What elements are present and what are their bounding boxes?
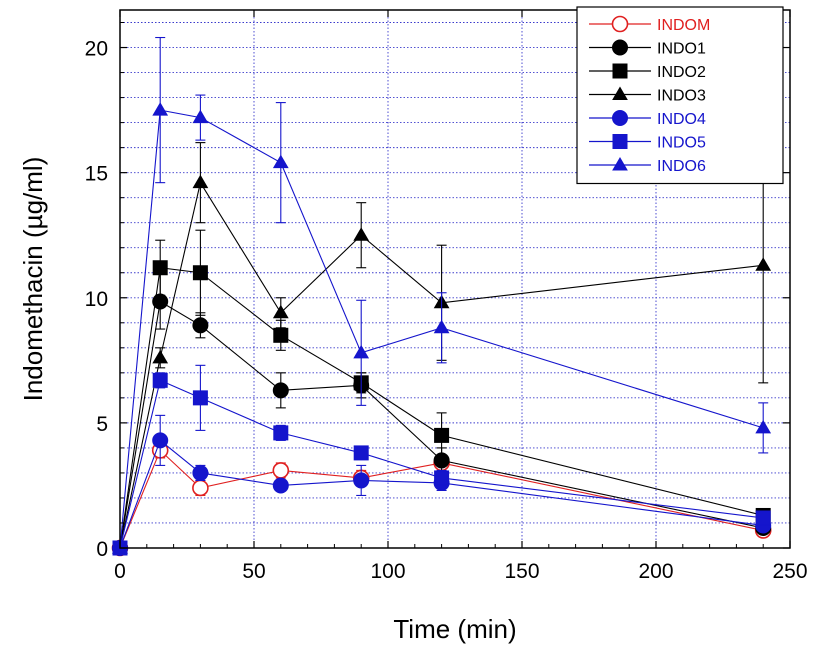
data-point-indo5 [434,470,450,486]
x-tick-label: 100 [370,560,405,583]
data-point-indo1 [192,317,209,334]
y-tick-label: 5 [96,413,108,436]
plot-frame [119,9,791,549]
series-indo6 [112,36,772,554]
legend-marker-indo5 [612,134,628,149]
data-point-indo2 [434,427,450,443]
data-point-indo5 [273,425,289,441]
y-axis-title: Indomethacin (µg/ml) [18,157,48,402]
data-point-indo4 [353,472,370,489]
data-point-indo6 [353,344,370,359]
data-point-indom [272,462,290,479]
legend-marker-indo6 [612,157,628,171]
data-point-indo5 [152,372,168,388]
x-tick-label: 250 [772,560,807,583]
legend-label-indom: INDOM [657,17,710,34]
y-tick-label: 10 [85,288,108,311]
series-layer [111,36,772,557]
data-point-indo3 [755,257,772,271]
legend-box [576,6,784,185]
data-point-indo2 [192,265,208,281]
legend-label-indo3: INDO3 [657,88,706,105]
data-point-indo3 [353,227,370,241]
series-indo5 [112,364,771,556]
data-point-indo2 [152,260,168,276]
x-axis-title: Time (min) [393,614,516,644]
legend: INDOM INDO1 INDO2 INDO3 INDO4 INDO5 INDO6 [576,6,784,185]
x-tick-label: 50 [242,560,265,583]
legend-marker-indom [611,15,629,33]
legend-marker-indo2 [612,63,628,79]
data-point-indo4 [192,464,209,481]
data-point-indo5 [755,510,771,526]
data-point-indo3 [192,174,209,189]
legend-label-indo4: INDO4 [657,111,706,128]
data-point-indo6 [433,319,450,334]
x-tick-label: 150 [504,560,539,583]
y-tick-label: 15 [85,163,108,186]
x-tick-label: 0 [114,560,126,583]
grid [120,10,790,548]
data-point-indo3 [272,304,289,319]
ticks: 0 50 100 150 200 250 0 5 10 15 20 [85,10,808,583]
legend-marker-indo4 [612,110,628,126]
data-point-indo6 [152,102,169,116]
legend-marker-indo3 [612,86,628,100]
data-point-indo3 [152,349,169,364]
data-point-indo5 [192,390,208,406]
legend-label-indo2: INDO2 [657,64,706,81]
data-point-indo6 [272,154,289,169]
data-point-indo2 [273,327,289,343]
data-point-indo5 [353,445,369,461]
data-point-indom [192,479,209,497]
data-point-indo6 [192,109,209,124]
y-tick-label: 20 [85,38,108,61]
y-tick-label: 0 [96,538,108,561]
data-point-indo4 [152,432,169,449]
data-point-indo6 [755,419,772,434]
legend-label-indo5: INDO5 [657,135,706,152]
data-point-indo1 [272,382,289,399]
legend-label-indo6: INDO6 [657,158,706,175]
data-point-indo4 [272,477,289,494]
legend-label-indo1: INDO1 [657,41,706,58]
legend-marker-indo1 [612,39,628,56]
x-tick-label: 200 [638,560,673,583]
